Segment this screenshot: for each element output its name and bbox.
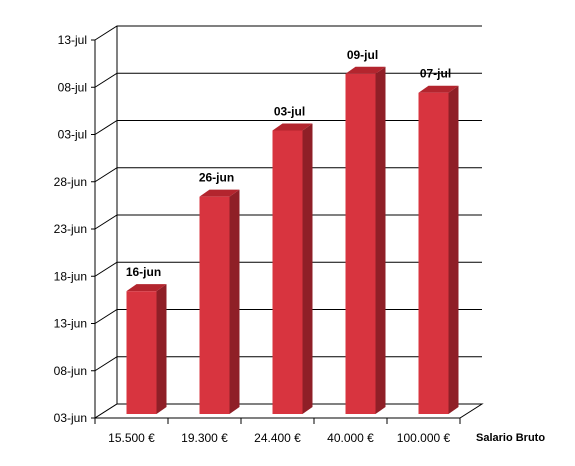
x-tick-label: 24.400 € (254, 431, 301, 445)
data-label: 16-jun (126, 265, 161, 279)
data-label: 03-jul (274, 105, 305, 119)
data-label: 07-jul (420, 67, 451, 81)
bar-front (418, 92, 449, 414)
bar-side (156, 284, 167, 414)
bar-side (448, 85, 459, 414)
bars (126, 66, 459, 415)
x-tick-label: 15.500 € (108, 431, 155, 445)
bar-top (126, 284, 167, 292)
bar-side (229, 189, 240, 414)
x-axis-title: Salario Bruto (476, 432, 545, 444)
x-tick-label: 19.300 € (181, 431, 228, 445)
bar-top (199, 189, 240, 197)
y-tick-label: 03-jun (54, 411, 87, 425)
bar-front (272, 130, 303, 414)
data-label: 09-jul (347, 48, 378, 62)
gridline (94, 25, 482, 41)
bar-front (345, 73, 376, 415)
x-tick-label: 100.000 € (397, 431, 451, 445)
data-label: 26-jun (199, 171, 234, 185)
bar-top (418, 85, 459, 93)
x-tick-label: 40.000 € (327, 431, 374, 445)
bar-front (126, 291, 157, 414)
y-tick-label: 23-jun (54, 222, 87, 236)
bar (345, 66, 386, 415)
bar-side (302, 123, 313, 414)
y-tick-label: 08-jun (54, 364, 87, 378)
y-tick-label: 18-jun (54, 269, 87, 283)
labels: 03-jun 08-jun 13-jun 18-jun 23-jun 28-jun 03-j… (54, 33, 452, 445)
bar (126, 284, 167, 414)
bar-side (375, 66, 386, 415)
y-tick-label: 28-jun (54, 175, 87, 189)
bar (199, 189, 240, 414)
bar (418, 85, 459, 414)
bar-front (199, 196, 230, 414)
y-tick-label: 03-jul (58, 128, 87, 142)
y-tick-label: 13-jul (58, 33, 87, 47)
bar-top (272, 123, 313, 131)
bar-top (345, 66, 386, 74)
y-tick-label: 08-jul (58, 80, 87, 94)
bar (272, 123, 313, 414)
y-tick-label: 13-jun (54, 317, 87, 331)
